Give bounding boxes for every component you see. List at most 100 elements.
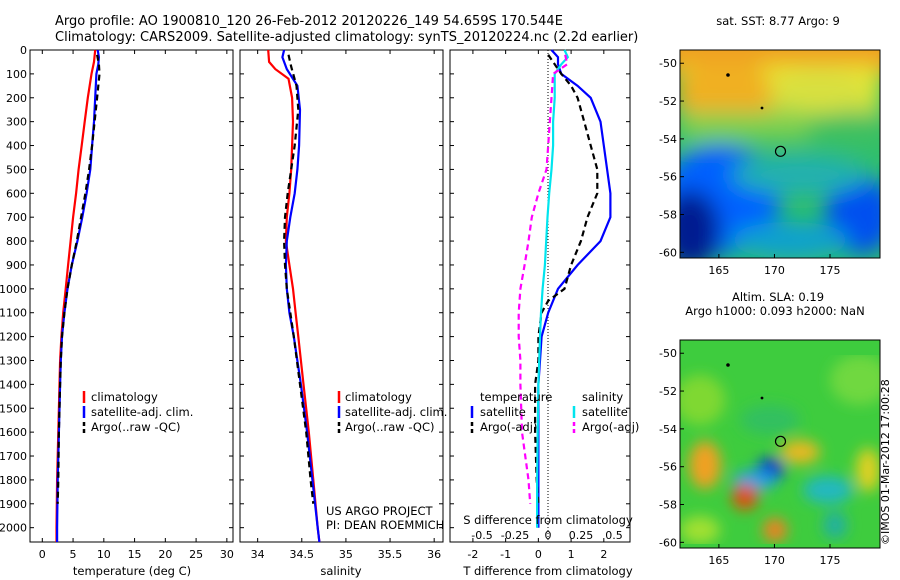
legend-climatology: climatology [345, 390, 412, 404]
figure-subtitle: Climatology: CARS2009. Satellite-adjuste… [55, 30, 639, 45]
figure-title: Argo profile: AO 1900810_120 26-Feb-2012… [55, 14, 563, 29]
x-tick-label: 2 [600, 548, 607, 561]
series-line-argo-raw-qc- [56, 54, 101, 504]
sst-map-title: sat. SST: 8.77 Argo: 9 [716, 14, 840, 28]
t-difference-axis-label: T difference from climatology [462, 564, 633, 578]
x-tick-label: 0 [39, 548, 46, 561]
depth-tick-label: 1400 [0, 378, 27, 391]
float-dot [760, 106, 764, 110]
x-tick-label: 0 [535, 548, 542, 561]
argo-position-marker [774, 145, 787, 157]
map-y-tick-label: -52 [659, 385, 677, 398]
salinity-profile-lines [267, 49, 321, 543]
depth-tick-label: 300 [6, 116, 27, 129]
depth-tick-label: 900 [6, 259, 27, 272]
x-tick-label: 34 [251, 548, 265, 561]
map-y-tick-label: -54 [659, 133, 677, 146]
legend-s-argo: Argo(-adj) [582, 420, 639, 434]
s-diff-tick: 0.25 [569, 529, 594, 542]
legend-climatology: climatology [91, 390, 158, 404]
legend-s-satellite: satellite [582, 405, 628, 419]
salinity-axis-label: salinity [320, 564, 361, 578]
map-x-tick-label: 175 [820, 554, 841, 567]
x-tick-label: 34.5 [290, 548, 315, 561]
depth-tick-label: 400 [6, 140, 27, 153]
depth-tick-label: 1300 [0, 354, 27, 367]
legend-t-satellite: satellite [480, 405, 526, 419]
depth-tick-label: 100 [6, 68, 27, 81]
map-x-tick-label: 175 [820, 264, 841, 277]
s-diff-tick: 0 [545, 529, 552, 542]
depth-tick-label: 1000 [0, 283, 27, 296]
s-diff-tick: 0.5 [605, 529, 623, 542]
float-dot [726, 363, 730, 367]
s-diff-tick: -0.5 [471, 529, 492, 542]
series-line-argo-adj- [517, 54, 569, 504]
x-tick-label: 5 [70, 548, 77, 561]
sst-map-axes: 165 170 175 -50 -52 -54 -56 -58 -60 [659, 57, 840, 277]
difference-plot-frame [449, 49, 631, 543]
depth-tick-label: 1200 [0, 331, 27, 344]
map-y-tick-label: -58 [659, 499, 677, 512]
depth-tick-label: 1900 [0, 498, 27, 511]
series-line-satellite [535, 49, 570, 528]
temperature-profile-lines [55, 49, 101, 542]
map-y-tick-label: -60 [659, 536, 677, 549]
legend-satellite: satellite-adj. clim. [91, 405, 193, 419]
map-x-tick-label: 170 [764, 554, 785, 567]
temperature-plot-frame [29, 49, 234, 543]
salinity-legend: climatology satellite-adj. clim. Argo(..… [337, 390, 447, 434]
depth-tick-label: 600 [6, 187, 27, 200]
x-tick-label: 25 [189, 548, 203, 561]
temperature-legend: climatology satellite-adj. clim. Argo(..… [82, 390, 193, 434]
legend-argo: Argo(..raw -QC) [345, 420, 435, 434]
map-y-tick-label: -50 [659, 57, 677, 70]
x-tick-label: 15 [128, 548, 142, 561]
map-y-tick-label: -58 [659, 209, 677, 222]
depth-tick-label: 2000 [0, 522, 27, 535]
float-dot [760, 396, 764, 400]
t-difference-axis-ticks: -2 -1 0 1 2 [467, 50, 607, 561]
temperature-axis-label: temperature (deg C) [73, 564, 191, 578]
depth-tick-label: 1800 [0, 474, 27, 487]
difference-profile-lines [517, 49, 612, 528]
imos-credit: ©IMOS 01-Mar-2012 17:00:28 [879, 379, 892, 545]
sla-map-axes: 165 170 175 -50 -52 -54 -56 -58 -60 [659, 347, 840, 567]
map-y-tick-label: -60 [659, 246, 677, 259]
depth-tick-label: 200 [6, 92, 27, 105]
depth-tick-label: 700 [6, 211, 27, 224]
map-y-tick-label: -56 [659, 461, 677, 474]
x-tick-label: 30 [220, 548, 234, 561]
legend-t-argo: Argo(-adj) [480, 420, 537, 434]
x-tick-label: 1 [568, 548, 575, 561]
project-pi: PI: DEAN ROEMMICH [326, 518, 444, 532]
sla-map-frame [679, 339, 881, 549]
x-tick-label: 20 [158, 548, 172, 561]
argo-position-marker [774, 435, 787, 447]
legend-satellite: satellite-adj. clim. [345, 405, 447, 419]
map-y-tick-label: -52 [659, 95, 677, 108]
sst-map [680, 50, 880, 258]
depth-tick-label: 0 [20, 44, 27, 57]
depth-tick-label: 1500 [0, 402, 27, 415]
salinity-plot-frame [239, 49, 444, 543]
sla-map-title: Altim. SLA: 0.19 [732, 290, 824, 304]
legend-salinity-heading: salinity [582, 390, 623, 404]
map-x-tick-label: 165 [708, 264, 729, 277]
depth-tick-label: 500 [6, 163, 27, 176]
series-line-argo-adj- [533, 54, 599, 504]
map-y-tick-label: -56 [659, 171, 677, 184]
x-tick-label: 10 [97, 548, 111, 561]
temperature-axis-ticks: 0 5 10 15 20 25 30 [39, 50, 234, 561]
depth-tick-label: 1600 [0, 426, 27, 439]
x-tick-label: 35.5 [378, 548, 403, 561]
depth-axis-ticks: 0 100 200 300 400 500 600 700 800 900 1000 1100 1200… [0, 44, 630, 535]
x-tick-label: -1 [500, 548, 511, 561]
float-dot [726, 73, 730, 77]
sst-map-frame [679, 49, 881, 259]
map-y-tick-label: -50 [659, 347, 677, 360]
depth-tick-label: 1700 [0, 450, 27, 463]
sla-map [680, 340, 880, 548]
s-difference-axis-label: S difference from climatology [463, 513, 633, 527]
x-tick-label: -2 [467, 548, 478, 561]
